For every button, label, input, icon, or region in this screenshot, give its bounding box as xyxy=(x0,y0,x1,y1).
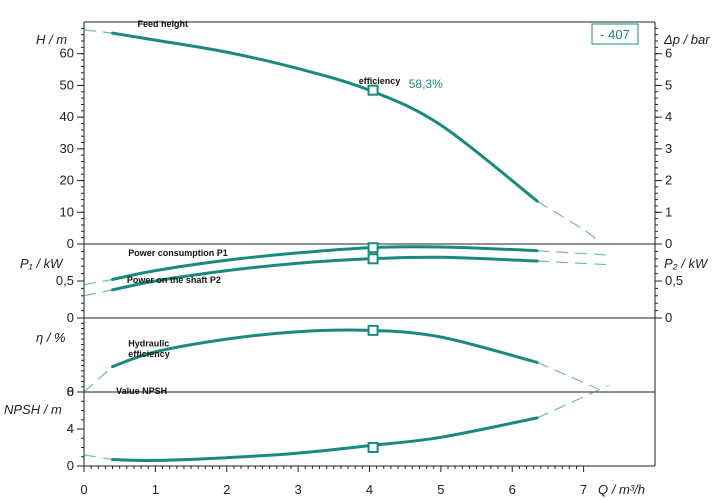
panel-npsh: 0 4 8 NPSH / m Value NPSH xyxy=(4,384,655,473)
left-axis-label: η / % xyxy=(36,330,66,345)
value-npsh-extension-start xyxy=(83,454,113,461)
left-tick-label: 60 xyxy=(60,46,74,61)
curve-annotation: Hydraulic xyxy=(128,339,169,349)
x-tick-label: 1 xyxy=(152,482,159,497)
feed-height-curve xyxy=(111,31,539,203)
left-tick-label: 20 xyxy=(60,173,74,188)
efficiency-value: 58,3% xyxy=(409,77,443,91)
model-label: - 407 xyxy=(591,23,639,45)
feed-height-extension-start xyxy=(83,29,113,34)
left-axis-label: H / m xyxy=(36,32,67,47)
hydraulic-efficiency-extension-start xyxy=(83,366,113,393)
x-axis: 0 1 2 3 4 5 6 7 Q / m³/h xyxy=(80,466,645,497)
panel-head: 0 10 20 30 40 50 60H / m 0 1 2 3 4 5 6Δp / bar Feed he… xyxy=(36,19,710,251)
operating-point-marker xyxy=(367,324,379,336)
left-tick-label: 0 xyxy=(67,458,74,473)
power-consumption-p1-extension-start xyxy=(83,278,113,286)
right-tick-label: 4 xyxy=(665,109,672,124)
left-tick-label: 0,5 xyxy=(56,273,74,288)
feed-height-extension-end xyxy=(536,200,599,242)
left-axis-label: NPSH / m xyxy=(4,402,62,417)
right-tick-label: 0 xyxy=(665,310,672,325)
x-tick-label: 0 xyxy=(80,482,87,497)
left-tick-label: 50 xyxy=(60,77,74,92)
power-on-the-shaft-p2-curve xyxy=(111,255,539,292)
curve-annotation: efficiency xyxy=(359,76,401,86)
left-tick-label: 30 xyxy=(60,141,74,156)
curve-annotation: Power consumption P1 xyxy=(128,248,228,258)
operating-point-marker xyxy=(367,442,379,453)
operating-point-marker xyxy=(367,84,379,96)
right-tick-label: 2 xyxy=(665,173,672,188)
left-tick-label: 4 xyxy=(67,421,74,436)
left-tick-label: 8 xyxy=(67,384,74,399)
operating-point-marker xyxy=(367,242,379,254)
right-tick-label: 0 xyxy=(665,236,672,251)
right-axis-label: P₂ / kW xyxy=(664,256,709,271)
operating-point-marker xyxy=(367,253,379,265)
x-tick-label: 2 xyxy=(223,482,230,497)
x-tick-label: 5 xyxy=(437,482,444,497)
left-tick-label: 0 xyxy=(67,310,74,325)
value-npsh-extension-end xyxy=(536,384,609,419)
x-tick-label: 7 xyxy=(580,482,587,497)
left-tick-label: 0 xyxy=(67,384,74,399)
left-tick-label: 40 xyxy=(60,109,74,124)
value-npsh-curve xyxy=(111,416,539,462)
x-tick-label: 4 xyxy=(366,482,373,497)
right-tick-label: 3 xyxy=(665,141,672,156)
curve-annotation: efficiency xyxy=(128,349,170,359)
x-axis-label: Q / m³/h xyxy=(598,482,645,497)
x-tick-label: 3 xyxy=(295,482,302,497)
model-label-text: - 407 xyxy=(600,27,630,42)
left-tick-label: 0 xyxy=(67,236,74,251)
curve-annotation: Feed height xyxy=(138,19,189,29)
right-tick-label: 0,5 xyxy=(665,273,683,288)
right-tick-label: 5 xyxy=(665,77,672,92)
left-tick-label: 10 xyxy=(60,204,74,219)
curve-annotation: Value NPSH xyxy=(116,386,167,396)
right-tick-label: 6 xyxy=(665,46,672,61)
model-label-box xyxy=(591,23,639,45)
hydraulic-efficiency-curve xyxy=(111,328,539,369)
panel-power: 0 0,5 P₁ / kW 0 0,5 P₂ / kW Power consumption … xyxy=(20,242,709,325)
right-axis-label: Δp / bar xyxy=(663,32,710,47)
curve-annotation: Power on the shaft P2 xyxy=(127,275,221,285)
power-on-the-shaft-p2-extension-end xyxy=(537,260,609,266)
right-tick-label: 1 xyxy=(665,204,672,219)
power-on-the-shaft-p2-extension-start xyxy=(83,289,113,297)
left-axis-label: P₁ / kW xyxy=(20,256,64,271)
power-consumption-p1-extension-end xyxy=(537,250,609,256)
x-tick-label: 6 xyxy=(509,482,516,497)
hydraulic-efficiency-extension-end xyxy=(536,361,599,390)
power-consumption-p1-curve xyxy=(111,245,539,281)
